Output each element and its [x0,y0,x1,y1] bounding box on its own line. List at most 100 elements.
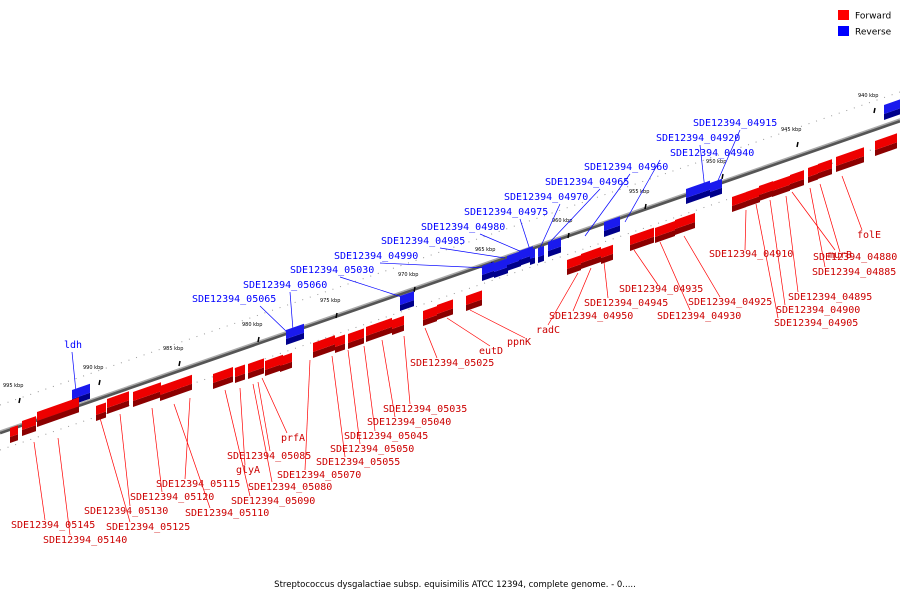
forward-gene [790,170,804,190]
gene-label-glya: glyA [236,465,260,476]
leader-line [791,191,836,251]
leader-line [184,397,191,480]
gene-label-sde12394-05140: SDE12394_05140 [43,535,127,546]
tick-mark [644,203,647,210]
tick-mark [567,232,570,239]
leader-line [257,381,271,452]
reverse-gene [710,178,722,198]
tick-label-950-kbp: 950 kbp [706,159,726,165]
reverse-gene [604,216,620,237]
gene-label-sde12394-04900: SDE12394_04900 [776,305,860,316]
tick-mark [178,360,181,367]
tick-label-940-kbp: 940 kbp [858,93,878,99]
forward-gene [875,133,897,156]
gene-label-sde12394-04940: SDE12394_04940 [670,148,754,159]
gene-label-sde12394-05040: SDE12394_05040 [367,417,451,428]
gene-label-sde12394-05125: SDE12394_05125 [106,522,190,533]
gene-label-sde12394-04935: SDE12394_04935 [619,284,703,295]
leader-line [363,345,376,432]
forward-gene [655,221,675,243]
gene-label-sde12394-04895: SDE12394_04895 [788,292,872,303]
tick-mark [98,379,101,386]
leader-line [469,309,526,339]
gene-label-sde12394-05115: SDE12394_05115 [156,479,240,490]
tick-mark [873,107,876,114]
forward-gene [248,358,264,379]
tick-mark [257,336,260,343]
gene-label-sde12394-05130: SDE12394_05130 [84,506,168,517]
gene-label-sde12394-04915: SDE12394_04915 [693,118,777,129]
gene-label-sde12394-05145: SDE12394_05145 [11,520,95,531]
leader-line [519,218,531,251]
gene-label-sde12394-05090: SDE12394_05090 [231,496,315,507]
forward-gene [675,213,695,235]
reverse-gene [519,246,533,266]
leader-line [304,359,311,471]
leader-line [57,437,71,536]
legend-label-reverse: Reverse [855,28,892,38]
gene-label-fole: folE [857,230,881,241]
forward-gene [235,364,245,383]
reverse-gene [530,248,535,265]
reverse-gene [538,245,544,263]
leader-line [119,413,131,507]
tick-mark [335,312,338,319]
forward-gene [96,402,106,421]
reverse-gene [686,180,710,204]
leader-line [785,195,799,293]
gene-label-sde12394-05065: SDE12394_05065 [192,294,276,305]
leader-line [347,349,361,445]
leader-line [809,187,826,268]
tick-label-955-kbp: 955 kbp [629,189,649,195]
leader-line [841,175,863,231]
legend-swatch-reverse [838,26,849,36]
reverse-gene [482,261,494,281]
forward-gene [280,352,292,372]
forward-gene [759,181,773,201]
tick-label-985-kbp: 985 kbp [163,346,183,352]
tick-mark [413,286,416,293]
gene-labels: SDE12394_04915 SDE12394_04920 SDE12394_049… [11,118,897,546]
gene-label-sde12394-05110: SDE12394_05110 [185,508,269,519]
leader-line [261,377,288,434]
gene-label-sde12394-04910: SDE12394_04910 [709,249,793,260]
leader-line [549,188,601,243]
gene-label-sde12394-04880: SDE12394_04880 [813,252,897,263]
reverse-gene [884,99,900,120]
leader-line [819,183,841,253]
leader-line [572,267,592,312]
forward-gene [10,425,18,443]
reverse-gene [507,251,521,271]
gene-label-sde12394-04975: SDE12394_04975 [464,207,548,218]
gene-label-sde12394-05035: SDE12394_05035 [383,404,467,415]
gene-label-sde12394-04930: SDE12394_04930 [657,311,741,322]
forward-gene [313,335,335,358]
tick-mark [721,173,724,180]
forward-gene [265,354,283,376]
leader-line [173,403,211,509]
leader-line [624,159,661,223]
forward-gene [366,317,392,342]
gene-label-sde12394-04990: SDE12394_04990 [334,251,418,262]
leader-line [379,262,488,269]
forward-gene [601,244,613,264]
leader-line [403,335,411,405]
reverse-gene [286,323,304,345]
leader-line [289,291,294,331]
forward-gene [836,147,864,172]
leader-line [439,247,506,259]
legend-swatch-forward [838,10,849,20]
gene-label-sde12394-05025: SDE12394_05025 [410,358,494,369]
gene-label-eutd: eutD [479,346,503,357]
gene-label-sde12394-05055: SDE12394_05055 [316,457,400,468]
scale-ticks: 940 kbp 945 kbp 950 kbp 955 kbp 960 kbp 965 k… [3,93,878,404]
gene-label-sde12394-05045: SDE12394_05045 [344,431,428,442]
forward-gene [392,315,404,335]
leader-line [33,441,46,521]
gene-label-sde12394-04970: SDE12394_04970 [504,192,588,203]
legend: Forward Reverse [838,10,892,38]
reverse-gene [494,258,508,278]
forward-gene [160,374,192,401]
leader-line [744,209,747,251]
